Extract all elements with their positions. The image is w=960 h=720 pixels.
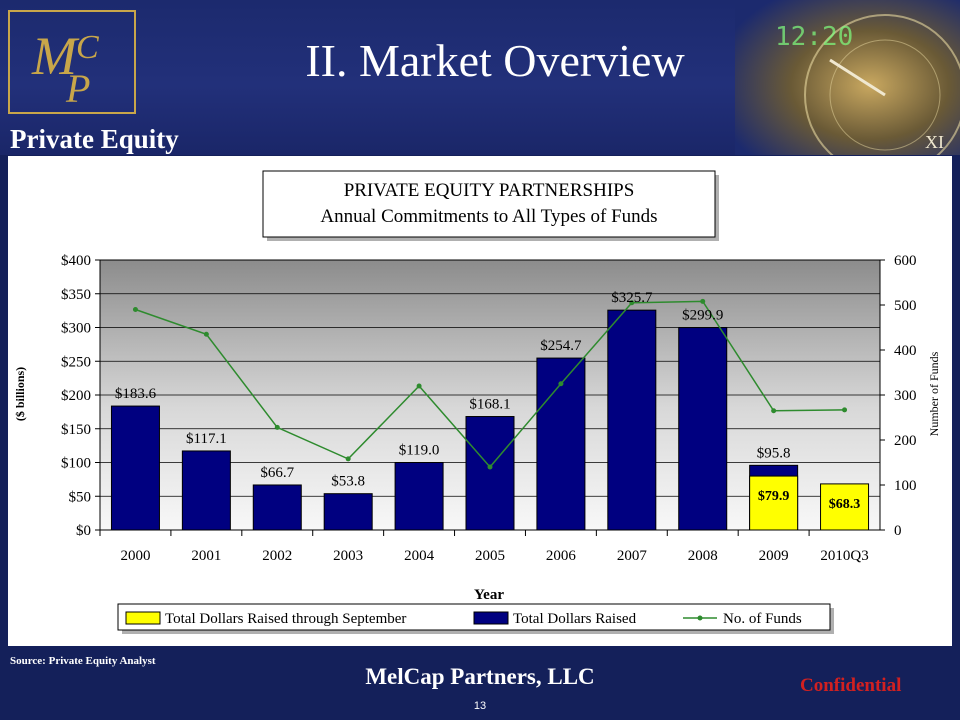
y-tick-label: $400 [61, 253, 91, 269]
x-tick-label: 2008 [688, 548, 718, 564]
legend-label-funds: No. of Funds [723, 611, 802, 627]
y-tick-label: $150 [61, 422, 91, 438]
bar-total-dollars [110, 405, 160, 531]
x-tick-label: 2007 [617, 548, 648, 564]
data-label: $53.8 [331, 474, 365, 490]
data-label: $66.7 [260, 465, 294, 481]
funds-point [203, 331, 209, 337]
legend-label-total: Total Dollars Raised [513, 611, 637, 627]
bar-total-dollars [536, 357, 586, 531]
chart: PRIVATE EQUITY PARTNERSHIPS Annual Commi… [13, 170, 941, 634]
y2-tick-label: 100 [894, 478, 917, 494]
y2-axis-label: Number of Funds [927, 351, 941, 436]
x-tick-label: 2001 [191, 548, 221, 564]
data-label-september: $68.3 [829, 497, 861, 512]
x-tick-label: 2010Q3 [820, 548, 868, 564]
chart-title-box [262, 170, 716, 238]
y2-tick-label: 600 [894, 253, 917, 269]
y-tick-label: $50 [69, 489, 92, 505]
y-axis-label: ($ billions) [13, 367, 27, 421]
svg-text:12:20: 12:20 [775, 22, 853, 52]
y2-tick-label: 0 [894, 523, 902, 539]
y-tick-label: $0 [76, 523, 91, 539]
y-tick-label: $250 [61, 354, 91, 370]
funds-point [558, 381, 564, 387]
funds-point [842, 407, 848, 413]
company-name: MelCap Partners, LLC [365, 664, 595, 689]
y-tick-label: $300 [61, 321, 91, 337]
funds-point [771, 408, 777, 414]
y-tick-label: $200 [61, 388, 91, 404]
x-tick-label: 2009 [759, 548, 789, 564]
y-tick-label: $350 [61, 287, 91, 303]
y2-tick-label: 300 [894, 388, 917, 404]
page-number: 13 [473, 700, 487, 712]
data-label: $168.1 [469, 397, 510, 413]
x-tick-label: 2002 [262, 548, 292, 564]
legend-swatch-yellow [125, 611, 161, 625]
svg-text:XI: XI [925, 132, 944, 152]
x-tick-label: 2005 [475, 548, 505, 564]
svg-text:M: M [31, 26, 80, 86]
x-axis-label: Year [474, 587, 504, 603]
slide-header: M C P 12:20 XI II. Market Overview Priva… [0, 0, 960, 155]
y2-tick-label: 400 [894, 343, 917, 359]
data-label: $325.7 [611, 290, 653, 306]
chart-title-line1: PRIVATE EQUITY PARTNERSHIPS [344, 180, 635, 201]
x-tick-label: 2004 [404, 548, 435, 564]
data-label-september: $79.9 [758, 489, 790, 504]
data-label: $183.6 [115, 386, 157, 402]
confidential-label: Confidential [800, 675, 902, 696]
bar-total-dollars [323, 493, 373, 531]
funds-point [700, 298, 706, 304]
data-label: $299.9 [682, 308, 723, 324]
data-label: $254.7 [540, 338, 582, 354]
funds-point [132, 307, 138, 312]
clock-decoration: 12:20 XI [735, 0, 960, 155]
bar-through-september [749, 475, 799, 531]
y2-tick-label: 500 [894, 298, 917, 314]
bar-total-dollars [465, 416, 515, 531]
data-label: $117.1 [186, 431, 227, 447]
x-tick-label: 2006 [546, 548, 577, 564]
x-tick-label: 2000 [120, 548, 150, 564]
funds-point [629, 300, 635, 306]
legend-swatch-blue [473, 611, 509, 625]
section-title: Private Equity [10, 124, 179, 154]
company-logo: M C P [8, 10, 136, 114]
data-label: $95.8 [757, 445, 791, 461]
source-note: Source: Private Equity Analyst [10, 655, 156, 667]
funds-point [416, 383, 422, 389]
bar-total-dollars [394, 462, 444, 531]
chart-panel: PRIVATE EQUITY PARTNERSHIPS Annual Commi… [8, 156, 952, 646]
data-label: $119.0 [399, 443, 440, 459]
slide-title: II. Market Overview [305, 35, 685, 86]
funds-point [345, 456, 351, 462]
bar-total-dollars [678, 327, 728, 531]
legend-line-marker [697, 615, 703, 621]
x-tick-label: 2003 [333, 548, 363, 564]
bar-through-september [820, 483, 870, 531]
bar-total-dollars [252, 484, 302, 531]
funds-point [274, 424, 280, 430]
legend-label-september: Total Dollars Raised through September [165, 611, 406, 627]
bar-total-dollars [607, 309, 657, 531]
y-tick-label: $100 [61, 456, 91, 472]
y2-tick-label: 200 [894, 433, 917, 449]
svg-text:P: P [65, 66, 90, 111]
chart-title-line2: Annual Commitments to All Types of Funds [320, 206, 657, 227]
funds-point [487, 464, 493, 470]
bar-total-dollars [181, 450, 231, 531]
svg-text:C: C [76, 29, 99, 66]
